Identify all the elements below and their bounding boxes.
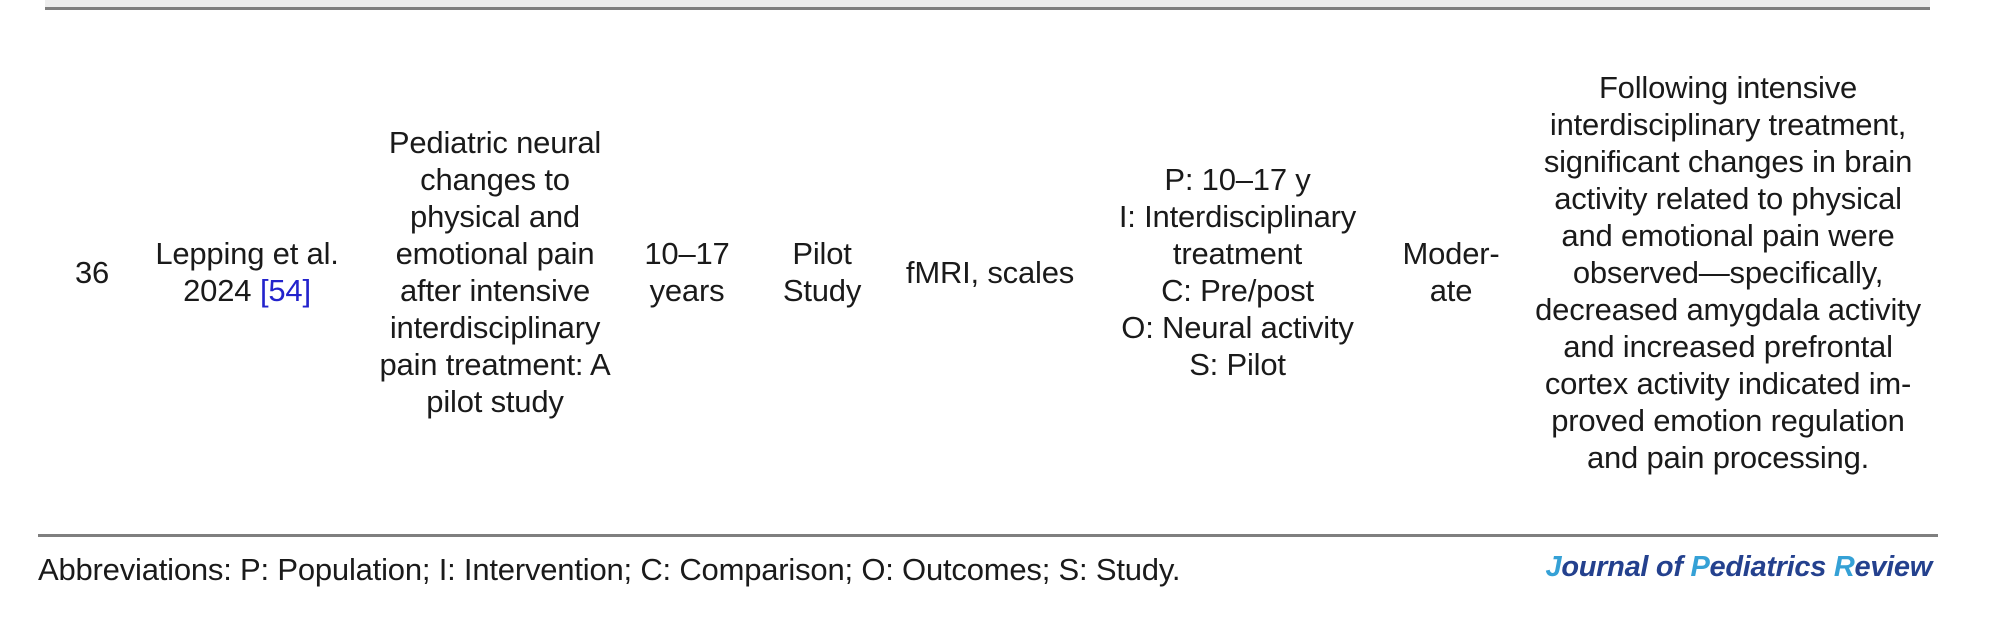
journal-logo-initial-j: J [1545, 551, 1562, 583]
journal-logo-initial-r: R [1833, 551, 1855, 583]
cell-assessment-tools: fMRI, scales [905, 254, 1075, 290]
author-names: Lepping et al. [155, 236, 339, 271]
authors-text: Lepping et al. 2024 [54] [155, 235, 339, 309]
cell-key-findings: Following intensive interdisciplinary tr… [1535, 69, 1921, 475]
previous-row-shading [45, 0, 1930, 7]
cell-quality-rating: Moder- ate [1402, 236, 1500, 308]
cell-study-number: 36 [74, 254, 110, 290]
cell-authors: Lepping et al. 2024 [54] [132, 10, 362, 534]
footer-abbreviations: Abbreviations: P: Population; I: Interve… [38, 552, 1181, 587]
table-row-divider-top [45, 7, 1930, 10]
journal-logo-text: eview [1854, 551, 1933, 583]
cell-study-design: Pilot Study [782, 236, 862, 308]
journal-logo-text: ournal of [1561, 551, 1691, 583]
table-bottom-rule [38, 534, 1938, 537]
journal-logo-text: ediatrics [1709, 551, 1834, 583]
journal-logo-initial-p: P [1690, 551, 1710, 583]
citation-reference-link[interactable]: [54] [259, 273, 311, 308]
cell-age-range: 10–17 years [644, 236, 730, 308]
cell-picos: P: 10–17 y I: Interdisciplinary treatmen… [1118, 162, 1357, 382]
journal-logo: Journal of Pediatrics Review [1546, 549, 1933, 586]
publication-year: 2024 [183, 273, 252, 308]
cell-study-title: Pediatric neural changes to physical and… [379, 125, 611, 419]
